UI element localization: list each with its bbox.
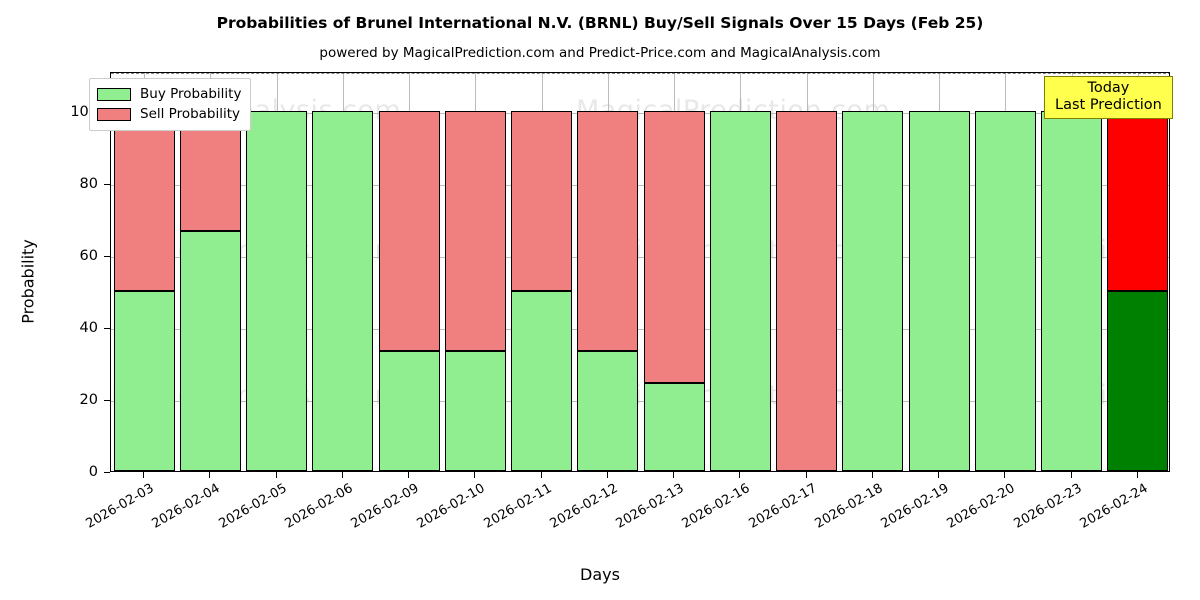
gridline-horizontal (111, 328, 1169, 330)
gridline-horizontal (111, 184, 1169, 186)
bar-segment-buy (974, 110, 1036, 471)
y-tick-mark (104, 255, 110, 257)
bar-2026-02-24[interactable] (1107, 73, 1169, 471)
x-tick-mark (1070, 472, 1072, 478)
bar-segment-buy (577, 351, 639, 471)
y-tick-mark (104, 183, 110, 185)
bar-segment-sell (113, 110, 175, 291)
gridline-horizontal (111, 400, 1169, 402)
bar-segment-sell (444, 110, 506, 351)
bar-2026-02-05[interactable] (246, 73, 308, 471)
bar-2026-02-18[interactable] (842, 73, 904, 471)
plot-clip: MagicalAnalysis.comMagicalPrediction.com… (111, 73, 1169, 471)
bar-segment-buy (709, 110, 771, 471)
x-tick-mark (540, 472, 542, 478)
plot-area: MagicalAnalysis.comMagicalPrediction.com… (110, 72, 1170, 472)
bar-2026-02-19[interactable] (908, 73, 970, 471)
bar-2026-02-11[interactable] (511, 73, 573, 471)
x-tick-mark (1136, 472, 1138, 478)
bar-segment-buy (643, 382, 705, 471)
bar-segment-sell (378, 110, 440, 351)
chart-title: Probabilities of Brunel International N.… (216, 14, 984, 32)
legend-item-buy[interactable]: Buy Probability (97, 84, 241, 104)
x-tick-mark (673, 472, 675, 478)
legend-swatch-sell (97, 107, 131, 121)
legend-swatch-buy (97, 87, 131, 101)
today-annotation: Today Last Prediction (1044, 76, 1173, 120)
y-tick-label: 0 (88, 464, 98, 480)
y-tick-label: 20 (79, 391, 98, 408)
bar-2026-02-06[interactable] (312, 73, 374, 471)
x-tick-mark (805, 472, 807, 478)
bar-segment-buy (113, 290, 175, 471)
bar-segment-sell (1107, 110, 1169, 291)
x-axis-label: Days (580, 565, 620, 584)
bar-2026-02-10[interactable] (444, 73, 506, 471)
bar-2026-02-17[interactable] (776, 73, 838, 471)
bar-2026-02-04[interactable] (179, 73, 241, 471)
bar-segment-buy (908, 110, 970, 471)
bar-segment-buy (312, 110, 374, 471)
x-tick-mark (606, 472, 608, 478)
today-annotation-line1: Today (1087, 80, 1130, 96)
bar-2026-02-13[interactable] (643, 73, 705, 471)
bar-segment-sell (643, 110, 705, 383)
y-tick-label: 100 (70, 103, 98, 120)
y-tick-mark (104, 472, 110, 473)
bar-segment-sell (511, 110, 573, 291)
reference-line (111, 73, 1169, 74)
bar-segment-buy (1107, 290, 1169, 471)
gridline-horizontal (111, 256, 1169, 258)
bar-segment-sell (776, 110, 838, 471)
bar-2026-02-16[interactable] (709, 73, 771, 471)
bar-2026-02-09[interactable] (378, 73, 440, 471)
x-tick-mark (275, 472, 277, 478)
x-tick-mark (209, 472, 211, 478)
bar-2026-02-12[interactable] (577, 73, 639, 471)
x-tick-mark (938, 472, 940, 478)
chart-legend: Buy Probability Sell Probability (89, 78, 252, 131)
chart-subtitle: powered by MagicalPrediction.com and Pre… (319, 45, 881, 61)
bar-segment-buy (246, 110, 308, 471)
x-tick-mark (1004, 472, 1006, 478)
x-tick-mark (408, 472, 410, 478)
bar-2026-02-23[interactable] (1041, 73, 1103, 471)
bar-2026-02-20[interactable] (974, 73, 1036, 471)
x-tick-mark (871, 472, 873, 478)
bar-segment-buy (179, 230, 241, 471)
y-tick-label: 80 (79, 175, 98, 192)
bar-segment-buy (378, 351, 440, 471)
y-tick-mark (104, 327, 110, 329)
y-tick-label: 60 (79, 247, 98, 264)
legend-label-buy: Buy Probability (140, 86, 242, 102)
x-tick-mark (341, 472, 343, 478)
today-annotation-line2: Last Prediction (1055, 96, 1162, 113)
legend-item-sell[interactable]: Sell Probability (97, 104, 241, 124)
y-tick-label: 40 (79, 319, 98, 336)
bar-segment-sell (577, 110, 639, 351)
x-tick-mark (474, 472, 476, 478)
bar-segment-buy (1041, 110, 1103, 471)
y-axis-label: Probability (18, 239, 38, 324)
x-tick-mark (143, 472, 145, 478)
legend-label-sell: Sell Probability (140, 106, 241, 122)
bar-segment-buy (511, 290, 573, 471)
bar-segment-buy (842, 110, 904, 471)
gridline-horizontal (111, 112, 1169, 114)
bar-segment-buy (444, 351, 506, 471)
bar-2026-02-03[interactable] (113, 73, 175, 471)
y-tick-mark (104, 399, 110, 401)
x-tick-mark (739, 472, 741, 478)
